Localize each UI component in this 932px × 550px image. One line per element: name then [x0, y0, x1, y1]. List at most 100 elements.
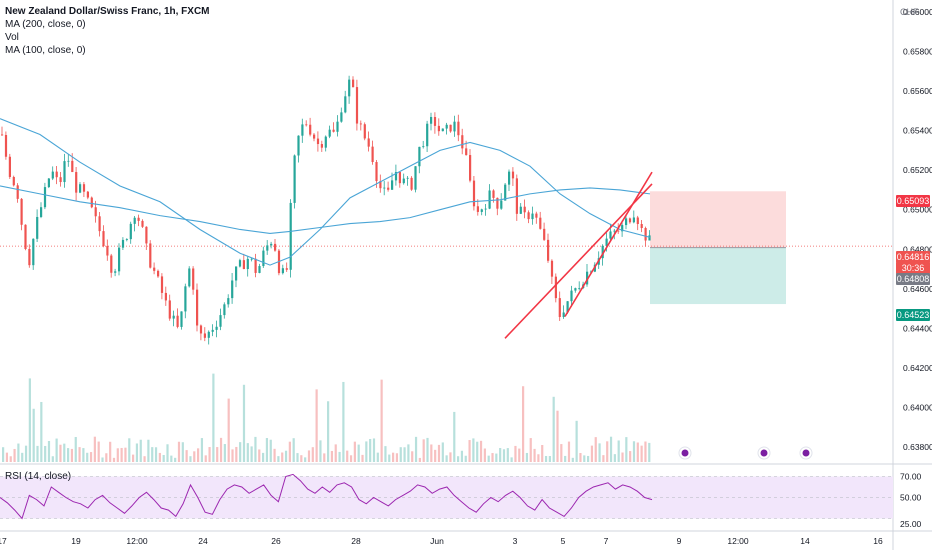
volume-bar — [239, 442, 242, 462]
time-tick-label: 19 — [71, 536, 81, 546]
candle-body — [196, 289, 199, 326]
volume-bar — [246, 443, 249, 462]
candle-body — [453, 121, 456, 132]
candle-body — [504, 184, 507, 201]
volume-bar — [174, 457, 177, 462]
volume-bar — [430, 444, 433, 462]
volume-bar — [399, 447, 402, 462]
candle-body — [12, 176, 15, 186]
candle-body — [160, 276, 164, 293]
volume-bar — [372, 438, 376, 462]
volume-bar — [510, 457, 513, 462]
candle-body — [270, 243, 273, 246]
volume-bar — [560, 444, 563, 462]
candle-body — [274, 243, 277, 251]
candle-body — [613, 230, 616, 232]
candle-body — [601, 245, 604, 259]
candle-body — [476, 206, 479, 212]
candle-body — [625, 218, 628, 226]
volume-bar — [414, 436, 418, 462]
volume-bar — [185, 450, 188, 462]
volume-bar — [529, 438, 532, 462]
volume-bar — [422, 439, 425, 462]
volume-bar — [242, 384, 246, 462]
volume-bar — [193, 451, 196, 462]
volume-bar — [644, 441, 647, 462]
volume-bar — [495, 453, 498, 462]
candle-body — [418, 146, 421, 167]
candle-body — [543, 228, 546, 240]
candle-body — [106, 245, 109, 256]
candle-body — [235, 266, 238, 281]
candle-body — [562, 312, 565, 317]
time-tick-label: 5 — [561, 536, 566, 546]
volume-bar — [636, 442, 639, 462]
candle-body — [469, 155, 472, 181]
volume-bar — [499, 448, 502, 462]
stop-price-tag: 0.65093 — [896, 195, 930, 207]
candle-body — [79, 184, 82, 193]
candle-body — [519, 206, 522, 214]
candle-body — [632, 217, 635, 223]
volume-bar — [334, 444, 337, 462]
time-tick-label: 26 — [271, 536, 281, 546]
rsi-legend: RSI (14, close) — [5, 471, 72, 482]
volume-bar — [327, 401, 330, 462]
candle-body — [98, 216, 101, 232]
candle-body — [223, 304, 226, 316]
candle-body — [293, 155, 296, 203]
stop-loss-zone — [650, 191, 786, 248]
volume-bar — [197, 448, 200, 462]
candle-body — [558, 298, 561, 317]
volume-bar — [154, 447, 158, 462]
candle-body — [250, 258, 253, 260]
price-tick-label: 0.65400 — [903, 126, 932, 136]
candle-body — [437, 125, 440, 132]
vol-legend: Vol — [5, 32, 19, 43]
volume-bar — [59, 444, 62, 462]
candle-body — [457, 121, 460, 136]
candle-body — [75, 172, 78, 193]
volume-bar — [457, 456, 460, 462]
candle-body — [125, 239, 128, 240]
volume-bar — [369, 438, 372, 462]
candle-body — [40, 207, 43, 217]
volume-bar — [296, 453, 299, 462]
candle-body — [328, 129, 331, 137]
candle-body — [313, 134, 316, 139]
candle-body — [570, 290, 573, 302]
candle-body — [266, 245, 269, 251]
volume-bar — [112, 457, 116, 462]
candle-body — [340, 112, 343, 122]
candle-body — [90, 197, 93, 208]
candle-body — [332, 129, 335, 132]
volume-bar — [162, 454, 165, 462]
candle-body — [172, 315, 175, 319]
candle-body — [422, 146, 425, 148]
volume-bar — [170, 455, 173, 462]
candle-body — [394, 172, 398, 181]
candle-body — [398, 172, 401, 184]
candle-body — [461, 135, 464, 149]
volume-bar — [212, 373, 215, 462]
volume-bar — [342, 381, 345, 462]
candle-body — [348, 79, 351, 97]
candle-body — [86, 191, 89, 198]
volume-bar — [219, 437, 223, 462]
countdown-tag: 30:36 — [896, 262, 930, 274]
candle-body — [375, 162, 378, 182]
volume-bar — [483, 448, 486, 462]
volume-bar — [621, 452, 624, 462]
volume-bar — [609, 436, 613, 462]
time-tick-label: Jun — [430, 536, 444, 546]
volume-bar — [200, 438, 204, 462]
volume-bar — [24, 445, 28, 462]
volume-bar — [116, 448, 119, 462]
volume-bar — [437, 444, 441, 462]
candle-body — [586, 271, 589, 285]
volume-bar — [491, 453, 494, 462]
price-tick-label: 0.64600 — [903, 284, 932, 294]
candle-body — [367, 138, 370, 147]
volume-bar — [376, 452, 379, 462]
